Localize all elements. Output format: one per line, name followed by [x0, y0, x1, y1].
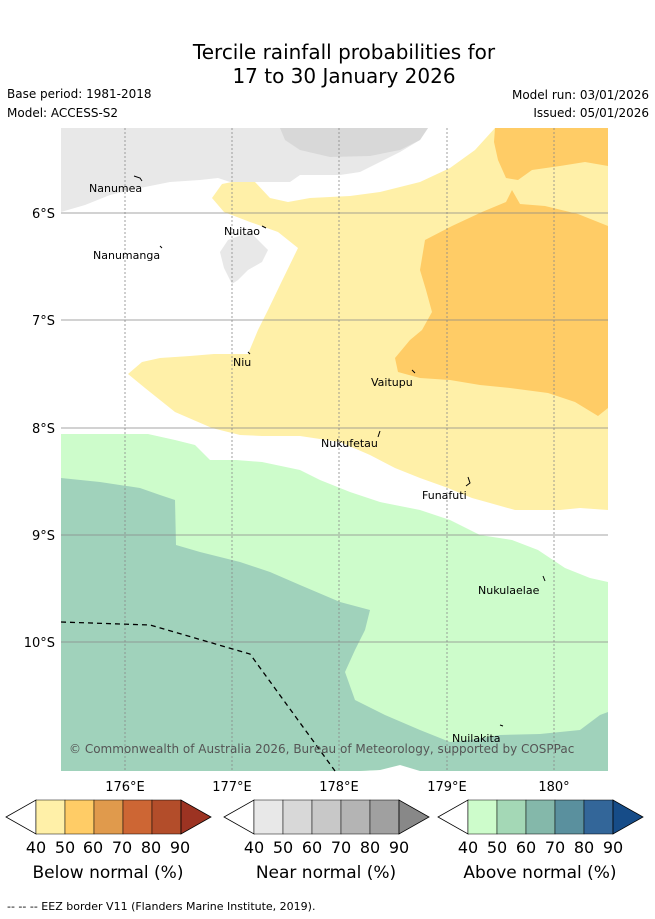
- lat-label-9s: 9°S: [32, 529, 55, 544]
- lat-label-10s: 10°S: [24, 636, 55, 651]
- colorbar-swatch: [35, 799, 66, 835]
- title-line-1: Tercile rainfall probabilities for: [192, 40, 496, 64]
- cb1-tick-70: 70: [330, 838, 352, 857]
- cb0-tick-40: 40: [25, 838, 47, 857]
- colorbar-arrow-low: [223, 799, 255, 835]
- below-normal-50-region: [494, 128, 608, 180]
- model-run: Model run: 03/01/2026: [511, 88, 649, 102]
- place-nuilakita: Nuilakita: [452, 732, 501, 745]
- colorbar-swatch: [122, 799, 153, 835]
- cb1-tick-60: 60: [301, 838, 323, 857]
- island-nukulaelae-shape: [542, 575, 546, 582]
- island-nuitao-shape: [261, 225, 267, 229]
- colorbar-title-below: Below normal (%): [32, 863, 184, 883]
- title-line-2: 17 to 30 January 2026: [232, 64, 456, 88]
- lon-label-180: 180°: [538, 780, 569, 795]
- colorbar-arrow-low: [5, 799, 37, 835]
- place-funafuti: Funafuti: [422, 489, 467, 502]
- islands: [133, 175, 546, 727]
- place-niu: Niu: [233, 356, 251, 369]
- cb2-tick-70: 70: [544, 838, 566, 857]
- issued-date: Issued: 05/01/2026: [533, 106, 649, 120]
- colorbar-swatch: [93, 799, 124, 835]
- lat-label-8s: 8°S: [32, 422, 55, 437]
- cb0-tick-60: 60: [82, 838, 104, 857]
- colorbar-swatch: [64, 799, 95, 835]
- place-nuitao: Nuitao: [224, 225, 260, 238]
- copyright-notice: © Commonwealth of Australia 2026, Bureau…: [69, 742, 574, 756]
- lon-label-178e: 178°E: [319, 780, 359, 795]
- place-vaitupu: Vaitupu: [371, 376, 413, 389]
- place-nanumea: Nanumea: [89, 182, 142, 195]
- cb1-tick-50: 50: [272, 838, 294, 857]
- cb1-tick-80: 80: [359, 838, 381, 857]
- base-period: Base period: 1981-2018: [7, 87, 152, 101]
- cb1-tick-40: 40: [243, 838, 265, 857]
- lon-label-177e: 177°E: [212, 780, 252, 795]
- island-niu-shape: [247, 351, 251, 355]
- colorbar-arrow-high: [180, 799, 212, 835]
- colorbar-below-normal: [5, 799, 212, 835]
- place-nukufetau: Nukufetau: [321, 437, 378, 450]
- colorbar-swatch: [151, 799, 182, 835]
- graticule: [61, 128, 608, 771]
- colorbar-swatch: [369, 799, 400, 835]
- place-nanumanga: Nanumanga: [93, 249, 160, 262]
- island-vaitupu-shape: [411, 369, 416, 374]
- island-nukufetau-shape: [377, 430, 381, 438]
- cb2-tick-50: 50: [486, 838, 508, 857]
- island-funafuti-shape: [465, 476, 471, 487]
- cb2-tick-40: 40: [457, 838, 479, 857]
- cb0-tick-80: 80: [140, 838, 162, 857]
- near-normal-region-darker: [280, 128, 428, 157]
- above-normal-50-region: [61, 478, 608, 771]
- colorbar-swatch: [467, 799, 498, 835]
- cb0-tick-70: 70: [111, 838, 133, 857]
- cb2-tick-90: 90: [602, 838, 624, 857]
- colorbar-swatch: [525, 799, 556, 835]
- colorbar-swatch: [583, 799, 614, 835]
- eez-footer-note: -- -- -- EEZ border V11 (Flanders Marine…: [7, 900, 316, 913]
- colorbar-near-normal: [223, 799, 430, 835]
- cb2-tick-60: 60: [515, 838, 537, 857]
- cb0-tick-90: 90: [169, 838, 191, 857]
- island-nanumanga-shape: [159, 245, 163, 249]
- colorbar-arrow-high: [398, 799, 430, 835]
- colorbar-swatch: [496, 799, 527, 835]
- colorbar-title-above: Above normal (%): [463, 863, 617, 883]
- colorbar-swatch: [340, 799, 371, 835]
- cb2-tick-80: 80: [573, 838, 595, 857]
- model-name: Model: ACCESS-S2: [7, 106, 119, 120]
- colorbar-swatch: [554, 799, 585, 835]
- island-nuilakita-shape: [499, 724, 504, 727]
- below-normal-50-region-2: [395, 190, 608, 416]
- colorbar-swatch: [253, 799, 284, 835]
- place-nukulaelae: Nukulaelae: [478, 584, 540, 597]
- lat-label-7s: 7°S: [32, 314, 55, 329]
- island-nanumea-shape: [133, 175, 143, 182]
- lat-label-6s: 6°S: [32, 207, 55, 222]
- colorbar-above-normal: [437, 799, 644, 835]
- map-title: Tercile rainfall probabilities for 17 to…: [0, 40, 655, 88]
- cb1-tick-90: 90: [388, 838, 410, 857]
- cb0-tick-50: 50: [54, 838, 76, 857]
- lon-label-176e: 176°E: [105, 780, 145, 795]
- lon-label-179e: 179°E: [427, 780, 467, 795]
- colorbar-title-near: Near normal (%): [255, 863, 397, 883]
- colorbar-swatch: [282, 799, 313, 835]
- colorbar-arrow-low: [437, 799, 469, 835]
- colorbar-arrow-high: [612, 799, 644, 835]
- eez-border-line: [60, 621, 336, 772]
- colorbar-swatch: [311, 799, 342, 835]
